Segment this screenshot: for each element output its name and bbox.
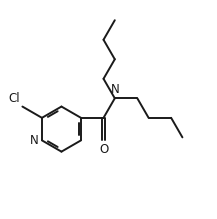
Text: Cl: Cl xyxy=(9,92,20,105)
Text: N: N xyxy=(110,83,119,96)
Text: O: O xyxy=(99,143,108,156)
Text: N: N xyxy=(30,134,39,147)
